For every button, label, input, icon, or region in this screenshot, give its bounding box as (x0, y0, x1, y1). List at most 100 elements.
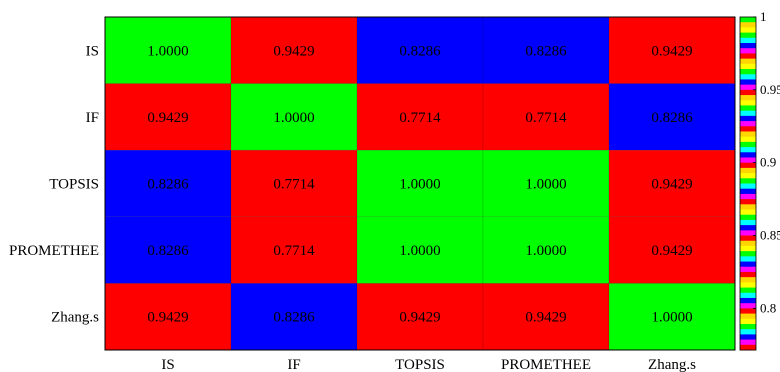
heatmap-cell-promethee-promethee (482, 216, 610, 284)
heatmap-cell-is-if (230, 16, 358, 84)
heatmap-cell-if-topsis (356, 83, 484, 151)
colorbar-strip (740, 308, 756, 315)
colorbar-strip (740, 89, 756, 96)
cell-value-label: 0.8286 (147, 177, 189, 193)
heatmap-cells (104, 16, 736, 351)
colorbar-strip (740, 74, 756, 80)
colorbar-strip (740, 199, 756, 205)
colorbar-tick-label: 0.8 (760, 300, 776, 315)
colorbar-strip (740, 17, 756, 23)
colorbar-strip (740, 121, 756, 127)
cell-value-label: 0.9429 (147, 310, 188, 326)
cell-value-label: 0.8286 (147, 243, 189, 259)
colorbar-strip (740, 183, 756, 190)
cell-value-label: 0.9429 (273, 43, 314, 59)
colorbar-strip (740, 136, 756, 143)
colorbar-strip (740, 323, 756, 330)
cell-value-label: 1.0000 (399, 177, 440, 193)
colorbar-tick-label: 0.85 (760, 228, 780, 243)
cell-value-label: 0.9429 (651, 43, 692, 59)
colorbar-strip (740, 277, 756, 283)
heatmap-cell-is-is (104, 16, 232, 84)
colorbar-strip (740, 209, 756, 216)
heatmap-cell-is-zhang-s (608, 16, 736, 84)
colorbar-strip (740, 48, 756, 54)
heatmap-cell-if-zhang-s (608, 83, 736, 151)
colorbar-strip (740, 105, 756, 112)
cell-value-label: 0.9429 (147, 110, 188, 126)
x-tick-label-promethee: PROMETHEE (501, 357, 591, 372)
colorbar-strip (740, 287, 756, 294)
colorbar-strip (740, 178, 756, 184)
colorbar-strip (740, 193, 756, 200)
cell-value-label: 0.8286 (273, 310, 315, 326)
colorbar-strip (740, 329, 756, 335)
colorbar-strip (740, 188, 756, 195)
colorbar-tick-label: 1 (760, 9, 767, 24)
colorbar-tick-labels: 0.8 0.85 0.9 0.95 1 (753, 9, 780, 315)
colorbar-strip (740, 230, 756, 237)
colorbar-strip (740, 271, 756, 278)
colorbar-strip (740, 69, 756, 75)
cell-value-label: 1.0000 (651, 310, 692, 326)
colorbar-strip (740, 157, 756, 164)
cell-value-label: 0.7714 (399, 110, 441, 126)
cell-value-label: 0.7714 (525, 110, 567, 126)
cell-value-label: 1.0000 (273, 110, 314, 126)
heatmap-cell-promethee-if (230, 216, 358, 284)
cell-value-label: 0.8286 (525, 43, 567, 59)
colorbar-strip (740, 303, 756, 309)
colorbar-strip (740, 292, 756, 299)
colorbar-strip (740, 152, 756, 158)
colorbar-strip (740, 162, 756, 169)
heatmap-cell-promethee-topsis (356, 216, 484, 284)
y-tick-label-is: IS (86, 43, 99, 59)
colorbar-strip (740, 173, 756, 179)
colorbar-strip (740, 245, 756, 252)
colorbar-strip (740, 240, 756, 247)
colorbar-strip (740, 256, 756, 263)
colorbar-strip (740, 126, 756, 132)
cell-value-label: 1.0000 (525, 243, 566, 259)
colorbar-strip (740, 43, 756, 49)
colorbar-strip (740, 147, 756, 153)
colorbar (739, 16, 757, 351)
colorbar-strip (740, 344, 756, 351)
colorbar-strip (740, 141, 756, 148)
cell-value-label: 0.9429 (651, 177, 692, 193)
colorbar-strip (740, 84, 756, 91)
colorbar-strip (740, 334, 756, 341)
heatmap-cell-zhang-s-if (230, 283, 358, 351)
x-tick-label-topsis: TOPSIS (395, 357, 445, 372)
colorbar-strip (740, 313, 756, 320)
colorbar-strip (740, 339, 756, 346)
colorbar-strip (740, 115, 756, 122)
cell-value-label: 0.8286 (399, 43, 441, 59)
x-axis-tick-labels: IS IF TOPSIS PROMETHEE Zhang.s (161, 357, 696, 372)
colorbar-strip (740, 261, 756, 268)
y-tick-label-promethee: PROMETHEE (9, 243, 99, 259)
heatmap-cell-labels: 1.0000 0.9429 0.8286 0.8286 0.9429 0.9429 1.00… (147, 43, 693, 325)
y-tick-label-topsis: TOPSIS (49, 177, 99, 193)
colorbar-strip (740, 235, 756, 242)
plot-frame (104, 16, 736, 351)
colorbar-strip (740, 110, 756, 117)
colorbar-strip (740, 79, 756, 86)
cell-value-label: 0.9429 (525, 310, 566, 326)
cell-value-label: 1.0000 (525, 177, 566, 193)
cell-value-label: 0.7714 (273, 177, 315, 193)
cell-value-label: 0.9429 (399, 310, 440, 326)
heatmap-cell-topsis-topsis (356, 149, 484, 218)
colorbar-strip (740, 22, 756, 28)
colorbar-strip (740, 32, 756, 39)
colorbar-strip (740, 225, 756, 231)
x-tick-label-zhang-s: Zhang.s (648, 357, 696, 372)
colorbar-strip (740, 100, 756, 106)
colorbar-strip (740, 282, 756, 289)
colorbar-strip (740, 37, 756, 44)
heatmap-cell-promethee-zhang-s (608, 216, 736, 284)
colorbar-strip (740, 58, 756, 65)
heatmap-cell-if-if (230, 83, 358, 151)
colorbar-strip (740, 204, 756, 211)
heatmap-cell-zhang-s-topsis (356, 283, 484, 351)
